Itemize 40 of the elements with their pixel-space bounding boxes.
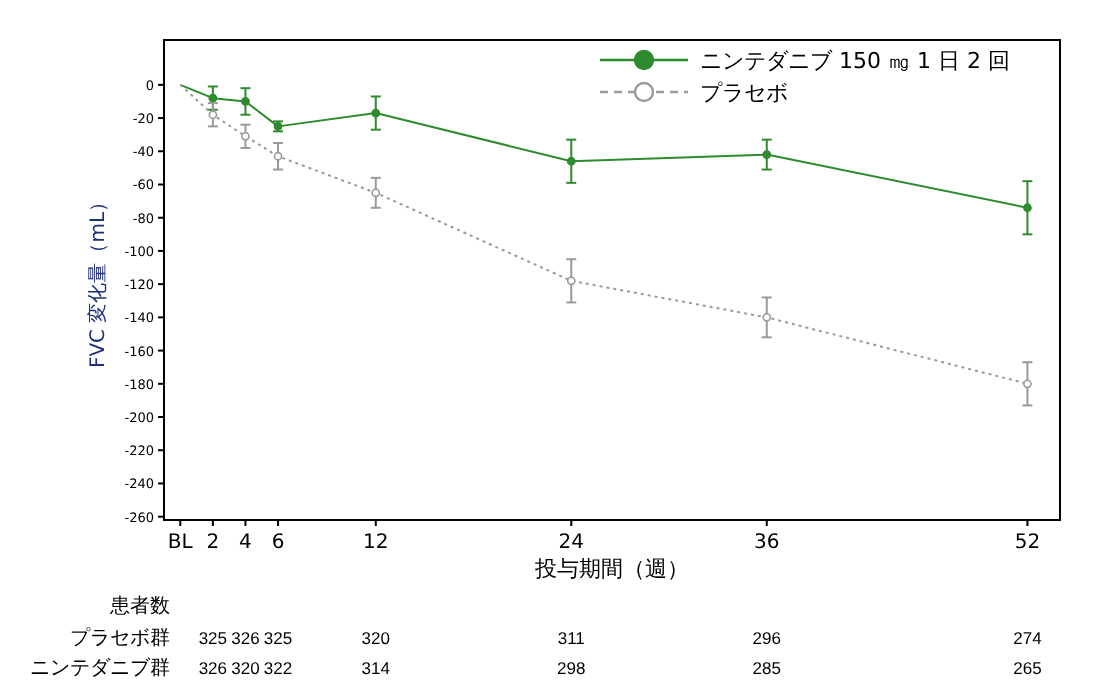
point <box>273 151 283 161</box>
text: 320 <box>361 628 391 648</box>
x-tick-label: 6 <box>271 532 285 554</box>
text: 325 <box>198 628 228 648</box>
text: 311 <box>557 628 586 648</box>
point <box>371 108 381 118</box>
x-tick-label: 4 <box>239 532 252 554</box>
x-tick-label: 12 <box>363 532 389 554</box>
point <box>762 150 772 159</box>
legend-label: プラセボ <box>700 80 788 106</box>
point <box>1023 203 1032 213</box>
text: 298 <box>557 658 586 678</box>
text: 265 <box>1013 658 1043 678</box>
text: 325 <box>263 628 293 648</box>
text: 326 <box>198 658 228 678</box>
text: プラセボ群 <box>70 626 170 650</box>
x-tick-label: 52 <box>1014 532 1041 554</box>
x-tick-label: BL <box>167 532 194 554</box>
point <box>566 156 576 166</box>
point <box>762 312 772 322</box>
point <box>566 276 576 286</box>
x-tick-label: 2 <box>206 532 220 554</box>
y-axis-title: FVC 変化量（mL） <box>86 191 110 369</box>
text: 320 <box>231 658 261 678</box>
x-tick-label: 24 <box>558 532 585 554</box>
text: 296 <box>752 628 782 648</box>
x-axis-title: 投与期間（週） <box>533 556 689 582</box>
text: 322 <box>263 658 293 678</box>
point <box>241 131 250 141</box>
text: 285 <box>752 658 782 678</box>
text: ニンテダニブ群 <box>30 656 170 680</box>
point <box>241 97 250 106</box>
point <box>371 188 381 198</box>
text: 314 <box>361 658 391 678</box>
point <box>1023 379 1032 389</box>
text: 274 <box>1013 628 1043 648</box>
legend-label: ニンテダニブ 150 ㎎ 1 日 2 回 <box>700 48 1010 74</box>
x-tick-label: 36 <box>754 532 780 554</box>
text: 326 <box>231 628 261 648</box>
text: 患者数 <box>108 594 170 618</box>
